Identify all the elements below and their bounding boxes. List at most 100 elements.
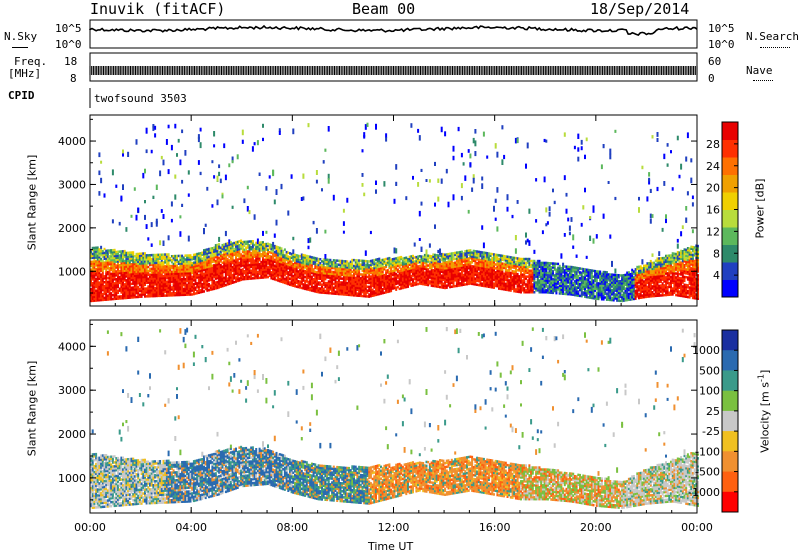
power-cell — [179, 291, 182, 295]
power-cell — [145, 275, 148, 279]
power-cell — [186, 256, 189, 259]
power-cell — [342, 221, 345, 226]
power-cell — [407, 279, 409, 282]
power-cell — [334, 276, 337, 280]
power-cell — [128, 251, 131, 254]
power-cell — [201, 271, 204, 274]
power-cell — [184, 260, 187, 263]
power-cell — [243, 244, 246, 248]
power-cell — [354, 292, 357, 295]
power-cell — [481, 272, 484, 276]
power-cell — [265, 256, 268, 259]
power-cell — [344, 269, 347, 273]
power-cell — [199, 291, 202, 294]
power-cell — [108, 298, 111, 301]
power-cell — [295, 265, 298, 269]
power-cell — [137, 276, 140, 279]
power-cell — [449, 254, 452, 258]
power-cell — [403, 262, 406, 266]
power-cell — [196, 284, 199, 287]
power-cell — [260, 260, 263, 264]
power-cell — [142, 266, 145, 269]
power-cell — [184, 277, 187, 281]
power-cell — [364, 259, 367, 263]
power-cell — [248, 257, 251, 261]
power-cell — [482, 261, 485, 264]
power-cell — [486, 254, 489, 257]
power-cell — [339, 292, 342, 296]
power-cell — [137, 256, 140, 260]
power-cell — [455, 284, 458, 288]
power-cell — [152, 277, 155, 280]
power-cell — [118, 266, 121, 269]
power-cell — [95, 260, 98, 263]
power-cell — [460, 279, 463, 283]
power-cell — [130, 286, 133, 289]
power-cell — [400, 283, 403, 286]
power-cell — [439, 281, 441, 285]
power-cell — [258, 272, 261, 276]
power-cell — [132, 294, 135, 297]
power-cell — [167, 286, 170, 289]
power-cell — [226, 253, 229, 257]
power-cell — [248, 271, 251, 275]
power-cell — [187, 170, 190, 175]
power-cell — [130, 272, 133, 276]
power-cell — [376, 293, 379, 296]
nave-label: Nave — [746, 64, 773, 77]
power-cell — [278, 277, 281, 281]
power-cell — [450, 271, 453, 275]
power-cell — [177, 278, 180, 281]
power-cell — [118, 281, 121, 285]
power-cell — [111, 264, 114, 268]
power-cell — [314, 272, 317, 276]
power-cell — [339, 261, 342, 265]
power-cell — [256, 238, 259, 244]
power-cell — [206, 285, 209, 288]
power-cell — [194, 282, 197, 286]
power-cell — [390, 287, 393, 291]
power-cell — [154, 269, 157, 272]
power-cell — [300, 259, 303, 262]
power-cell — [491, 272, 494, 275]
power-cell — [319, 291, 322, 294]
power-cell — [425, 254, 428, 257]
power-cell — [459, 256, 462, 260]
power-cell — [144, 277, 146, 281]
power-cell — [408, 273, 411, 276]
power-cell — [147, 265, 150, 269]
power-cell — [228, 269, 231, 272]
power-cell — [179, 215, 182, 219]
power-cell — [430, 276, 433, 280]
power-cell — [91, 289, 94, 293]
power-cell — [127, 251, 130, 255]
power-cell — [177, 291, 180, 295]
power-cell — [125, 227, 128, 232]
power-cell — [93, 274, 96, 277]
power-cell — [479, 270, 482, 273]
power-cell — [459, 258, 462, 262]
power-cell — [342, 285, 345, 288]
power-cell — [400, 275, 403, 278]
power-cell — [189, 256, 192, 259]
power-cell — [358, 282, 361, 286]
power-cell — [307, 257, 310, 260]
power-cell — [213, 273, 216, 277]
power-cell — [159, 280, 162, 284]
power-cell — [263, 246, 266, 250]
power-cell — [186, 293, 189, 296]
power-cell — [457, 253, 460, 256]
power-cell — [361, 285, 364, 288]
power-cell — [420, 201, 423, 206]
power-cell — [292, 249, 295, 255]
power-cell — [487, 273, 490, 277]
power-cell — [256, 247, 259, 250]
power-cell — [95, 291, 98, 294]
power-cell — [351, 258, 354, 262]
power-cell — [90, 278, 92, 281]
power-cell — [368, 277, 371, 281]
power-cell — [476, 273, 479, 277]
power-cell — [280, 255, 283, 258]
power-cell — [110, 249, 113, 252]
power-cell — [228, 239, 231, 244]
